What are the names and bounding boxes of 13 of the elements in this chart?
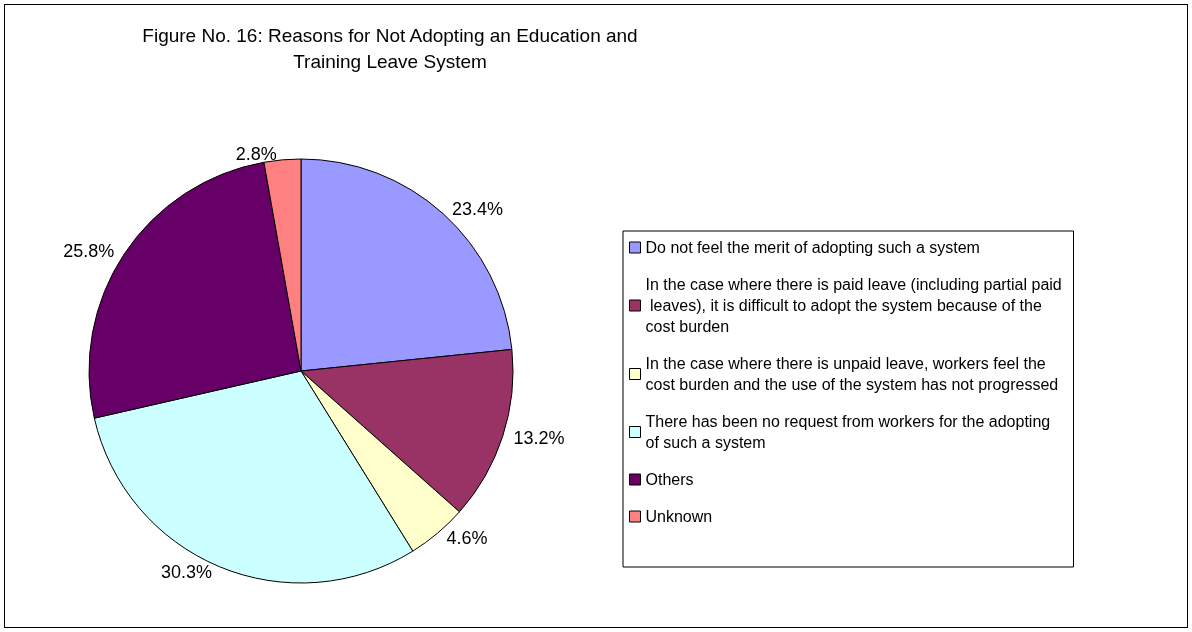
- legend-label: Unknown: [645, 508, 713, 525]
- data-label: 13.2%: [513, 427, 565, 448]
- legend-label: In the case where there is paid leave (including partial paid leaves), it is difficult to adopt the system because of the cost burden: [645, 276, 1062, 335]
- chart-title: Figure No. 16: Reasons for Not Adopting an Education and Training Leave System: [142, 24, 638, 72]
- data-label: 4.6%: [446, 527, 488, 548]
- legend-label: Others: [645, 471, 694, 488]
- data-label: 25.8%: [63, 240, 115, 261]
- legend-label: Do not feel the merit of adopting such a system: [645, 239, 980, 256]
- legend-label: In the case where there is unpaid leave, workers feel the cost burden and the use of the system has not progressed: [645, 355, 1059, 393]
- legend-label: There has been no request from workers for the adopting of such a system: [645, 413, 1055, 451]
- data-label: 2.8%: [235, 143, 277, 164]
- data-label: 30.3%: [160, 562, 213, 583]
- data-label: 23.4%: [452, 199, 504, 220]
